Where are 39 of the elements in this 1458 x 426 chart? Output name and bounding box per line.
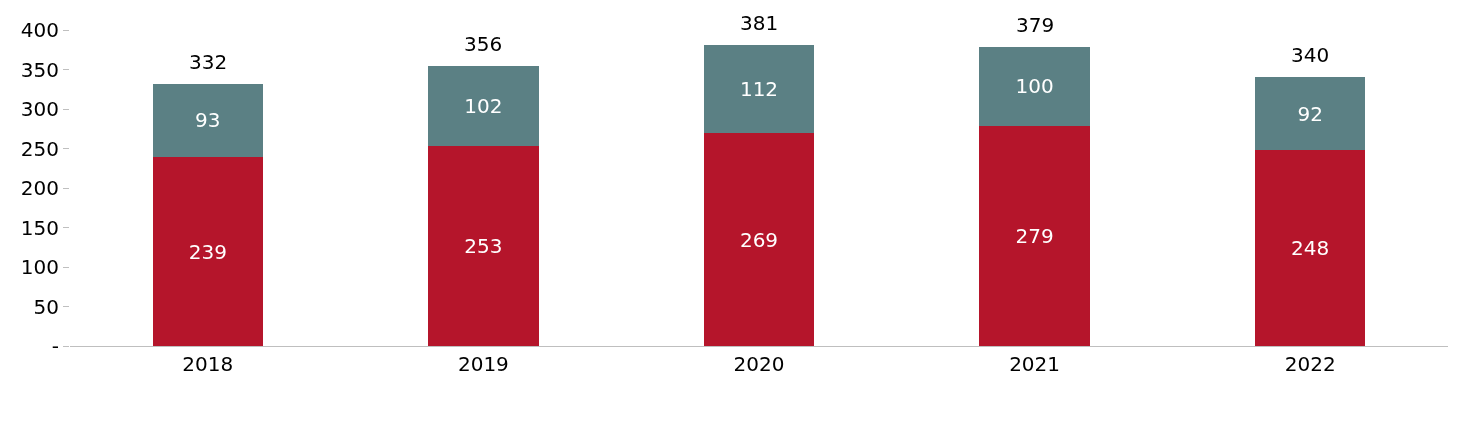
x-tick-label: 2019 — [457, 352, 509, 376]
data-label: 100 — [1015, 74, 1054, 99]
total-label: 340 — [1291, 43, 1330, 67]
y-tick-label: 250 — [20, 136, 59, 161]
total-label: 381 — [740, 11, 779, 35]
x-tick-label: 2020 — [733, 352, 785, 376]
y-tick-label: 300 — [20, 97, 59, 121]
x-tick-label: 2018 — [182, 352, 234, 376]
y-tick-label: 100 — [20, 255, 59, 279]
y-tick-label: 50 — [33, 294, 59, 319]
data-label: 239 — [188, 239, 227, 264]
bar — [1255, 77, 1366, 151]
y-tick-label: - — [51, 334, 59, 358]
data-label: 112 — [739, 77, 779, 102]
y-tick-label: 400 — [20, 18, 59, 42]
data-label: 269 — [739, 227, 779, 252]
data-label: 279 — [1015, 223, 1054, 248]
bar — [703, 133, 815, 346]
total-label: 356 — [464, 32, 503, 56]
bar — [979, 46, 1090, 126]
bar — [1255, 150, 1366, 346]
data-label: 93 — [195, 108, 221, 133]
bar — [152, 157, 263, 346]
data-label: 92 — [1297, 101, 1323, 126]
data-label: 253 — [464, 234, 503, 259]
y-tick-label: 200 — [20, 176, 59, 200]
total-label: 332 — [189, 50, 228, 74]
y-tick-label: 350 — [20, 57, 59, 82]
bar — [428, 146, 539, 346]
data-label: 102 — [464, 93, 503, 118]
total-label: 379 — [1016, 13, 1055, 37]
y-tick-label: 150 — [20, 215, 59, 240]
bar — [979, 125, 1090, 346]
x-tick-label: 2021 — [1009, 352, 1061, 376]
bar — [428, 65, 539, 147]
bar — [152, 83, 263, 158]
x-tick-label: 2022 — [1284, 352, 1336, 376]
data-label: 248 — [1291, 236, 1330, 261]
bar — [703, 45, 815, 134]
